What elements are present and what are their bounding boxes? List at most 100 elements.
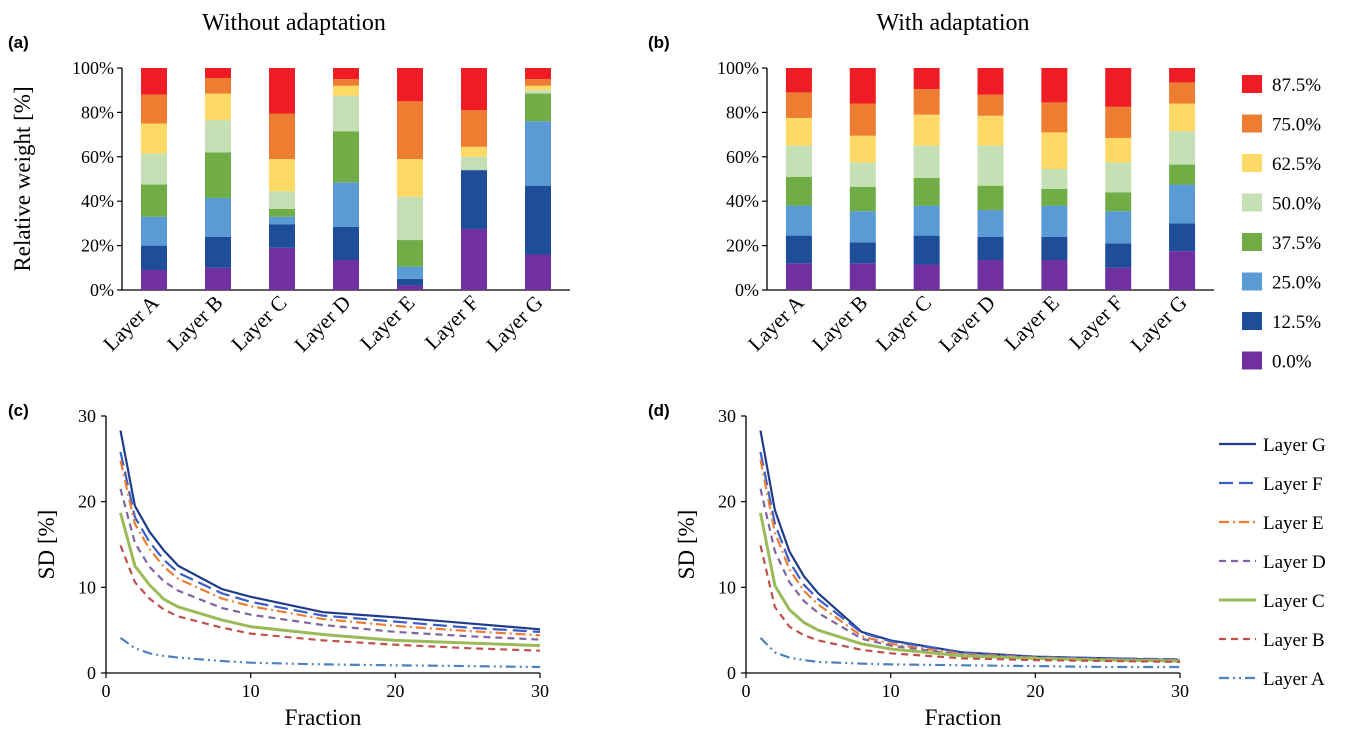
bar-segment-b-4-6 [1041,102,1068,133]
panel-d-label: (d) [648,401,670,420]
x-tick-label: 20 [386,681,404,701]
bar-segment-a-3-1 [333,226,359,261]
bar-segment-a-1-7 [205,68,231,78]
bar-segment-a-5-6 [461,110,487,147]
legend-swatch [1242,154,1262,172]
bar-segment-a-3-5 [333,85,359,96]
bar-segment-b-3-0 [977,260,1004,290]
legend-label: Layer C [1263,591,1325,612]
line-d-layer-f [759,451,1181,661]
line-d-layer-d [759,488,1181,662]
bar-segment-b-0-3 [785,176,812,206]
bar-segment-b-1-1 [849,242,876,264]
bar-segment-a-1-1 [205,236,231,268]
x-axis-title: Fraction [285,705,362,730]
bar-segment-b-6-6 [1169,82,1196,104]
bar-segment-b-5-6 [1105,106,1132,138]
bar-segment-a-0-3 [141,184,167,217]
bar-segment-a-3-0 [333,260,359,290]
bar-segment-a-0-5 [141,123,167,154]
bar-segment-a-6-5 [525,85,551,91]
line-d-layer-a [759,637,1180,669]
x-tick-label: 10 [242,681,260,701]
bar-segment-b-3-4 [977,145,1004,186]
bar-segment-b-0-4 [785,145,812,177]
y-tick-label: 40% [81,191,114,211]
legend-swatch [1242,272,1262,291]
bar-segment-b-2-6 [913,89,940,115]
y-tick-label: 0% [735,280,759,300]
legend-label: 25.0% [1272,273,1321,294]
bar-segment-b-2-4 [913,145,940,178]
bar-segment-b-0-6 [785,92,812,118]
bar-segment-b-6-0 [1169,251,1196,290]
x-tick-label: 30 [531,681,549,701]
line-d-layer-g [759,430,1181,662]
y-tick-label: 100% [72,58,114,78]
y-tick-label: 80% [81,102,114,122]
bar-segment-b-4-1 [1041,236,1068,261]
bar-segment-a-4-1 [397,278,423,286]
bar-segment-a-0-0 [141,270,167,290]
bar-segment-a-0-1 [141,245,167,271]
legend-swatch [1242,351,1262,370]
panel-c-label: (c) [8,401,29,420]
category-label: Layer C [226,291,291,356]
y-axis-title: SD [%] [674,510,699,580]
legend-label: 12.5% [1272,312,1321,333]
y-tick-label: 30 [718,406,736,426]
bar-segment-a-4-7 [397,68,423,102]
x-tick-label: 20 [1026,681,1044,701]
bar-segment-a-1-0 [205,267,231,290]
line-c-layer-f [119,451,541,633]
y-tick-label: 60% [81,147,114,167]
legend-swatch [1242,233,1262,251]
bar-segment-a-3-7 [333,68,359,80]
bar-segment-b-0-7 [785,68,812,93]
bar-segment-b-1-5 [849,135,876,163]
x-tick-label: 30 [1171,681,1189,701]
panel-a-title: Without adaptation [202,10,386,36]
bar-segment-b-3-2 [977,210,1004,237]
bar-segment-a-5-0 [461,228,487,290]
bar-segment-a-1-4 [205,120,231,153]
bar-segment-b-6-7 [1169,68,1196,83]
x-tick-label: 10 [882,681,900,701]
line-chart-c: 0 10 20 30 0 10 20 30 SD [%] Fraction [34,406,549,730]
bar-segment-a-6-1 [525,185,551,255]
y-tick-label: 30 [78,406,96,426]
panel-b-label: (b) [648,33,670,52]
bar-segment-a-2-7 [269,68,295,114]
bar-segment-b-0-2 [785,205,812,236]
stacked-bar-chart-a: 0% 20% 40% 60% 80% 100% Relative weight [%] Lay… [10,58,570,357]
category-label: Layer C [871,291,936,356]
line-d-layer-e [759,459,1181,662]
line-d-layer-b [759,545,1181,663]
bar-segment-b-4-0 [1041,260,1068,290]
legend-label: 87.5% [1272,75,1321,96]
bar-segment-a-5-4 [461,156,487,171]
bar-segment-a-4-2 [397,266,423,279]
bar-segment-a-0-4 [141,153,167,185]
bar-legend: 87.5% 75.0% 62.5% 50.0% 37.5% 25.0% 12.5% 0.0% [1242,75,1321,373]
bar-segment-b-6-4 [1169,131,1196,165]
line-chart-d: 0 10 20 30 0 10 20 30 SD [%] Fraction [674,406,1189,730]
bar-segment-a-3-3 [333,131,359,183]
bar-segment-a-0-7 [141,68,167,95]
bar-segment-b-6-2 [1169,184,1196,224]
bar-segment-a-4-4 [397,196,423,241]
line-c-layer-c [119,512,541,648]
bar-segment-a-3-2 [333,182,359,227]
legend-label: Layer D [1263,552,1326,573]
bar-segment-b-3-6 [977,94,1004,116]
bar-segment-b-4-2 [1041,205,1068,237]
bar-segment-b-1-2 [849,211,876,243]
bar-segment-a-1-6 [205,77,231,94]
bar-segment-a-6-6 [525,79,551,86]
bar-segment-b-2-2 [913,205,940,236]
x-tick-label: 0 [102,681,111,701]
legend-label: Layer E [1263,513,1324,534]
line-legend: Layer G Layer F Layer E Layer D Layer C Layer… [1219,435,1326,690]
legend-swatch [1242,114,1262,133]
